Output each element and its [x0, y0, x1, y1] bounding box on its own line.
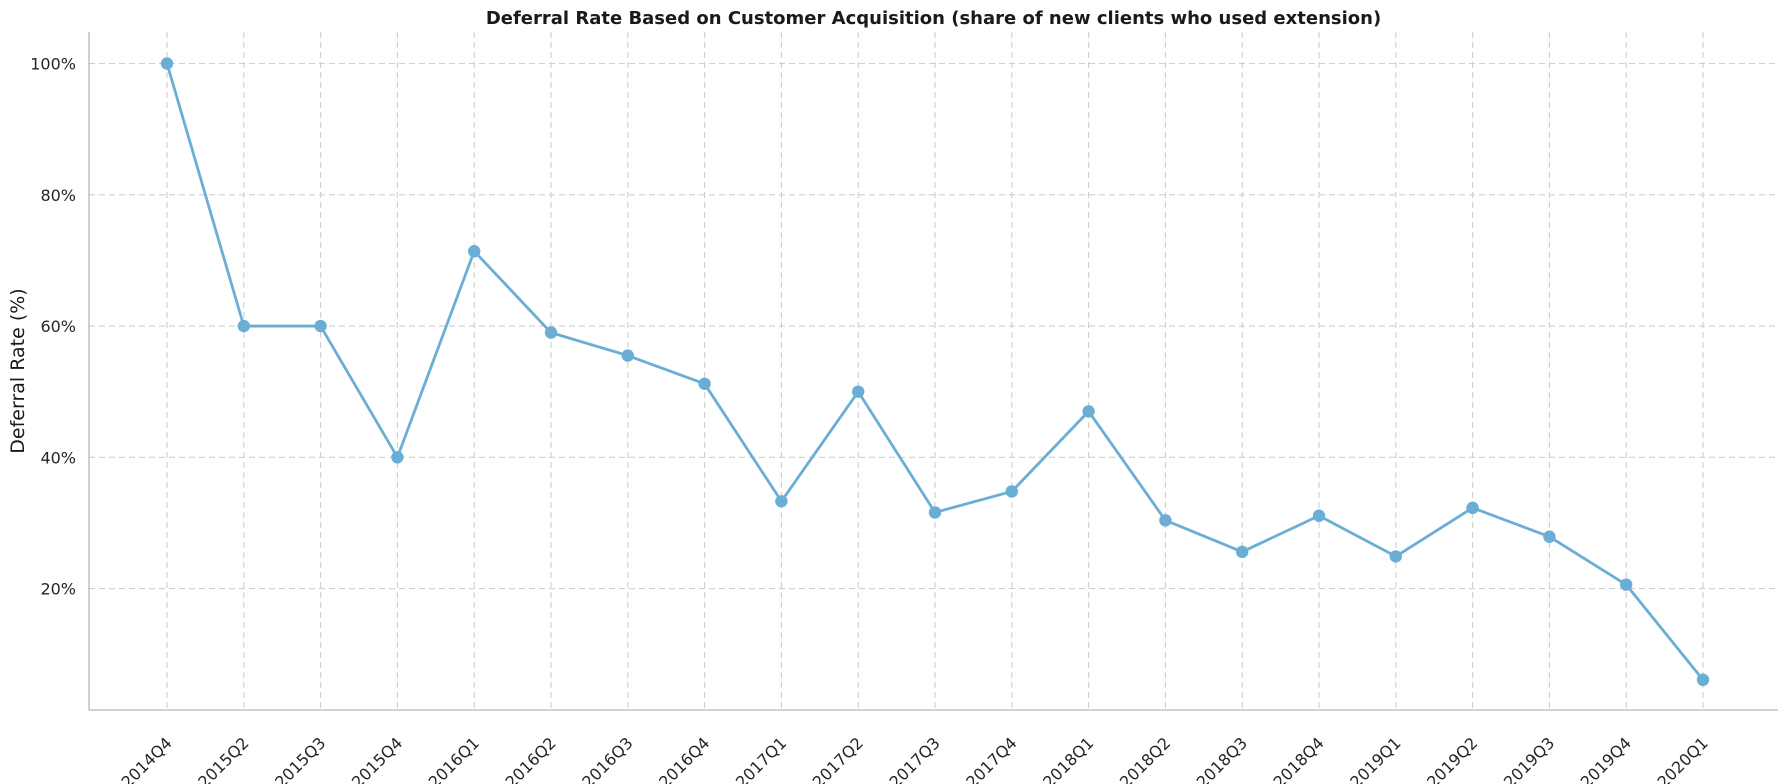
y-tick-label: 80%: [40, 186, 76, 205]
x-tick-label: 2019Q3: [1500, 733, 1558, 784]
y-tick-label: 40%: [40, 448, 76, 467]
x-tick-label: 2017Q2: [809, 733, 867, 784]
y-tick-label: 60%: [40, 317, 76, 336]
x-tick-label: 2016Q3: [578, 733, 636, 784]
data-point: [468, 245, 481, 258]
data-point: [1620, 578, 1633, 591]
y-tick-labels: 20% 40% 60% 80% 100%: [30, 55, 76, 599]
data-point: [544, 326, 558, 339]
data-point: [852, 385, 865, 398]
x-tick-label: 2014Q4: [117, 733, 175, 784]
data-point: [237, 319, 250, 333]
x-tick-label: 2015Q4: [348, 733, 406, 784]
x-tick-label: 2019Q1: [1346, 733, 1404, 784]
data-point: [1466, 501, 1479, 515]
x-tick-label: 2015Q3: [271, 733, 329, 784]
x-tick-label: 2016Q2: [501, 733, 559, 784]
axes: [88, 32, 1778, 711]
x-tick-label: 2020Q1: [1653, 733, 1711, 784]
x-tick-label: 2016Q4: [655, 733, 713, 784]
x-tick-label: 2015Q2: [194, 733, 252, 784]
x-tick-label: 2017Q4: [962, 733, 1020, 784]
x-tick-label: 2017Q1: [732, 733, 790, 784]
data-point: [1389, 550, 1403, 563]
series-points: [160, 57, 1710, 687]
data-point: [1312, 509, 1326, 522]
x-tick-labels: 2014Q4 2015Q2 2015Q3 2015Q4 2016Q1 2016Q2 2016…: [117, 733, 1711, 784]
data-point: [160, 57, 174, 70]
x-tick-label: 2018Q1: [1039, 733, 1097, 784]
data-point: [621, 349, 634, 362]
x-tick-label: 2019Q2: [1423, 733, 1481, 784]
data-point: [1543, 530, 1556, 543]
data-point: [1082, 405, 1095, 418]
data-point: [314, 319, 327, 333]
y-tick-label: 100%: [30, 55, 76, 74]
data-point: [1005, 485, 1018, 498]
data-point: [391, 451, 404, 464]
y-axis-label: Deferral Rate (%): [7, 288, 29, 453]
x-tick-label: 2018Q2: [1116, 733, 1174, 784]
data-point: [1159, 514, 1172, 527]
data-point: [1236, 545, 1249, 559]
data-point: [1696, 673, 1710, 687]
chart-title: Deferral Rate Based on Customer Acquisit…: [486, 8, 1381, 29]
grid-lines: [89, 32, 1778, 710]
data-point: [698, 377, 711, 390]
x-tick-label: 2017Q3: [885, 733, 943, 784]
x-tick-label: 2018Q3: [1193, 733, 1251, 784]
x-tick-label: 2019Q4: [1577, 733, 1635, 784]
data-point: [928, 506, 942, 519]
x-tick-label: 2018Q4: [1269, 733, 1327, 784]
data-point: [775, 495, 788, 508]
y-tick-label: 20%: [40, 580, 76, 599]
x-tick-label: 2016Q1: [425, 733, 483, 784]
